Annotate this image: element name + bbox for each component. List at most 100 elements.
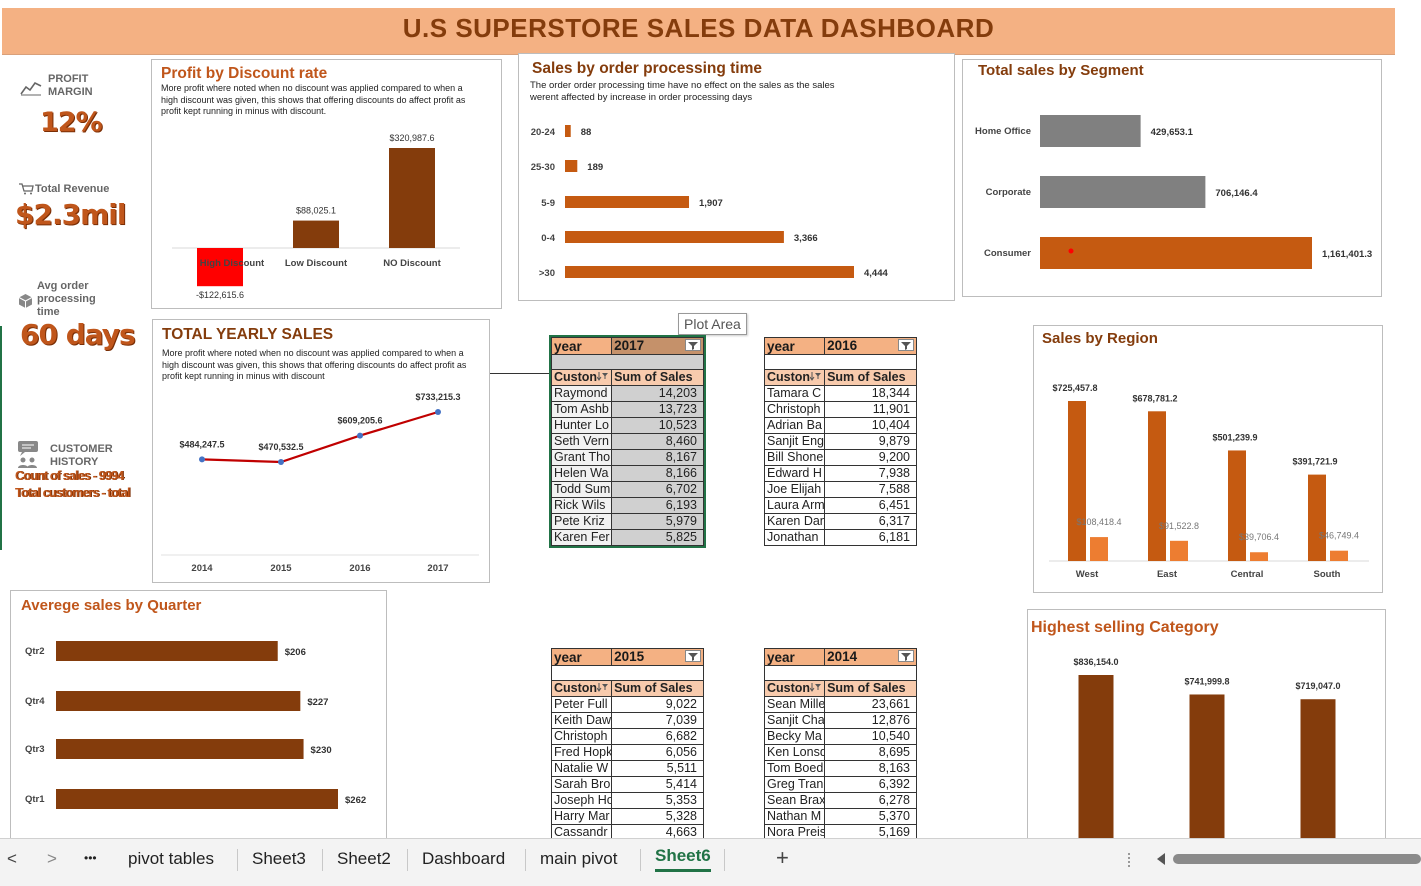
pivot-customer-cell[interactable]: Sarah Bro [550, 776, 613, 793]
pivot-row[interactable]: Joseph Ho 5,353 [550, 792, 704, 809]
filter-icon[interactable] [685, 650, 701, 662]
pivot-customer-cell[interactable]: Raymond [550, 385, 613, 402]
pivot-row[interactable]: Sanjit Eng 9,879 [763, 433, 917, 450]
sheet-tab-main-pivot[interactable]: main pivot [540, 849, 618, 868]
pivot-customer-cell[interactable]: Rick Wils [550, 497, 613, 514]
filter-icon[interactable] [898, 650, 914, 662]
pivot-sales-cell[interactable]: 18,344 [824, 385, 917, 402]
pivot-row[interactable]: Tamara C 18,344 [763, 385, 917, 402]
pivot-customer-cell[interactable]: Tom Boed [763, 760, 826, 777]
pivot-row[interactable]: Natalie W 5,511 [550, 760, 704, 777]
pivot-row[interactable]: Peter Full 9,022 [550, 696, 704, 713]
pivot-row[interactable]: Laura Arm 6,451 [763, 497, 917, 514]
pivot-row[interactable]: Todd Sum 6,702 [550, 481, 704, 498]
pivot-sales-cell[interactable]: 6,181 [824, 529, 917, 546]
pivot-customer-cell[interactable]: Sanjit Eng [763, 433, 826, 450]
pivot-year-filter[interactable]: 2017 [611, 337, 704, 355]
pivot-sales-cell[interactable]: 5,979 [611, 513, 704, 530]
pivot-customer-cell[interactable]: Becky Ma [763, 728, 826, 745]
hscroll-left-arrow[interactable] [1157, 853, 1165, 865]
pivot-row[interactable]: Becky Ma 10,540 [763, 728, 917, 745]
pivot-sales-cell[interactable]: 7,039 [611, 712, 704, 729]
sort-filter-icon[interactable] [596, 682, 609, 692]
pivot-customer-cell[interactable]: Jonathan [763, 529, 826, 546]
category-chart[interactable]: Highest selling Category $836,154.0 $741,… [1027, 609, 1386, 849]
pivot-customer-cell[interactable]: Tom Ashb [550, 401, 613, 418]
pivot-customer-cell[interactable]: Hunter Lo [550, 417, 613, 434]
pivot-row[interactable]: Karen Fer 5,825 [550, 529, 704, 546]
filter-icon[interactable] [685, 339, 701, 351]
pivot-row[interactable]: Edward H 7,938 [763, 465, 917, 482]
more-tabs-button[interactable]: ••• [84, 851, 97, 865]
pivot-customer-cell[interactable]: Tamara C [763, 385, 826, 402]
pivot-customer-cell[interactable]: Joseph Ho [550, 792, 613, 809]
pivot-row[interactable]: Adrian Ba 10,404 [763, 417, 917, 434]
pivot-row[interactable]: Christoph 6,682 [550, 728, 704, 745]
pivot-customer-cell[interactable]: Christoph [763, 401, 826, 418]
pivot-row[interactable]: Tom Ashb 13,723 [550, 401, 704, 418]
pivot-customer-cell[interactable]: Seth Vern [550, 433, 613, 450]
pivot-sales-cell[interactable]: 5,511 [611, 760, 704, 777]
pivot-customer-cell[interactable]: Edward H [763, 465, 826, 482]
pivot-sales-cell[interactable]: 9,022 [611, 696, 704, 713]
pivot-customer-cell[interactable]: Peter Full [550, 696, 613, 713]
pivot-customer-cell[interactable]: Adrian Ba [763, 417, 826, 434]
pivot-sales-cell[interactable]: 6,682 [611, 728, 704, 745]
pivot-sales-cell[interactable]: 6,451 [824, 497, 917, 514]
pivot-col-header[interactable]: Custon [550, 369, 613, 386]
pivot-sales-cell[interactable]: 9,200 [824, 449, 917, 466]
pivot-row[interactable]: Sarah Bro 5,414 [550, 776, 704, 793]
pivot-row[interactable]: Rick Wils 6,193 [550, 497, 704, 514]
sort-filter-icon[interactable] [809, 682, 822, 692]
pivot-row[interactable]: Fred Hopk 6,056 [550, 744, 704, 761]
pivot-row[interactable]: Pete Kriz 5,979 [550, 513, 704, 530]
pivot-sales-cell[interactable]: 10,523 [611, 417, 704, 434]
pivot-row[interactable]: Cassandr 4,663 [550, 824, 704, 841]
pivot-row[interactable]: Bill Shone 9,200 [763, 449, 917, 466]
pivot-sales-cell[interactable]: 7,938 [824, 465, 917, 482]
pivot-customer-cell[interactable]: Helen Wa [550, 465, 613, 482]
horizontal-scrollbar[interactable] [1173, 854, 1421, 864]
pivot-row[interactable]: Christoph 11,901 [763, 401, 917, 418]
pivot-customer-cell[interactable]: Todd Sum [550, 481, 613, 498]
pivot-sales-cell[interactable]: 9,879 [824, 433, 917, 450]
pivot-sales-cell[interactable]: 8,695 [824, 744, 917, 761]
pivot-year-filter[interactable]: 2015 [611, 648, 704, 666]
pivot-customer-cell[interactable]: Pete Kriz [550, 513, 613, 530]
pivot-row[interactable]: Sean Mille 23,661 [763, 696, 917, 713]
quarter-chart[interactable]: Averege sales by Quarter Qtr2 $206 Qtr4 $22… [10, 590, 387, 850]
add-sheet-button[interactable]: + [776, 845, 789, 870]
pivot-row[interactable]: Raymond 14,203 [550, 385, 704, 402]
pivot-customer-cell[interactable]: Karen Fer [550, 529, 613, 546]
pivot-row[interactable]: Sean Brax 6,278 [763, 792, 917, 809]
split-handle[interactable] [1128, 853, 1133, 867]
pivot-sales-cell[interactable]: 6,278 [824, 792, 917, 809]
pivot-customer-cell[interactable]: Laura Arm [763, 497, 826, 514]
pivot-sales-cell[interactable]: 6,056 [611, 744, 704, 761]
pivot-row[interactable]: Greg Tran 6,392 [763, 776, 917, 793]
pivot-sales-cell[interactable]: 5,353 [611, 792, 704, 809]
pivot-sales-cell[interactable]: 12,876 [824, 712, 917, 729]
pivot-table-2017[interactable]: year 2017 Custon Sum of Sales Raymond 14,203 T… [549, 335, 706, 548]
pivot-sales-cell[interactable]: 10,540 [824, 728, 917, 745]
pivot-row[interactable]: Grant Tho 8,167 [550, 449, 704, 466]
pivot-customer-cell[interactable]: Fred Hopk [550, 744, 613, 761]
pivot-table-2015[interactable]: year 2015 Custon Sum of Sales Peter Full 9,02… [550, 648, 704, 841]
sheet-tab-pivot-tables[interactable]: pivot tables [128, 849, 214, 868]
pivot-row[interactable]: Harry Mar 5,328 [550, 808, 704, 825]
pivot-customer-cell[interactable]: Joe Elijah [763, 481, 826, 498]
pivot-sales-cell[interactable]: 14,203 [611, 385, 704, 402]
pivot-sales-cell[interactable]: 8,167 [611, 449, 704, 466]
pivot-customer-cell[interactable]: Natalie W [550, 760, 613, 777]
pivot-customer-cell[interactable]: Sean Mille [763, 696, 826, 713]
pivot-year-filter[interactable]: 2014 [824, 648, 917, 666]
pivot-row[interactable]: Ken Lonsd 8,695 [763, 744, 917, 761]
sort-filter-icon[interactable] [596, 371, 609, 381]
pivot-sales-cell[interactable]: 23,661 [824, 696, 917, 713]
pivot-customer-cell[interactable]: Nathan M [763, 808, 826, 825]
pivot-customer-cell[interactable]: Bill Shone [763, 449, 826, 466]
pivot-row[interactable]: Sanjit Cha 12,876 [763, 712, 917, 729]
tab-scroll-prev[interactable]: < [7, 849, 17, 868]
pivot-sales-cell[interactable]: 6,702 [611, 481, 704, 498]
pivot-sales-cell[interactable]: 8,163 [824, 760, 917, 777]
